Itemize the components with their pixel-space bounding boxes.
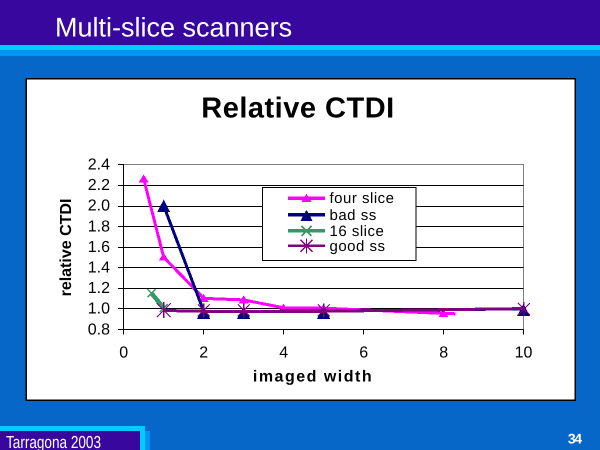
svg-text:0: 0 — [119, 345, 128, 362]
svg-text:10: 10 — [515, 345, 533, 362]
svg-text:2.4: 2.4 — [88, 157, 110, 174]
svg-text:16 slice: 16 slice — [330, 223, 385, 240]
svg-text:bad ss: bad ss — [330, 207, 377, 224]
svg-text:1.6: 1.6 — [88, 239, 110, 256]
svg-text:Multi-slice scanners: Multi-slice scanners — [55, 13, 292, 43]
svg-text:6: 6 — [359, 345, 368, 362]
svg-text:34: 34 — [568, 431, 582, 447]
svg-text:2.2: 2.2 — [88, 177, 110, 194]
svg-text:1.0: 1.0 — [88, 301, 110, 318]
svg-text:4: 4 — [279, 345, 288, 362]
svg-text:2.0: 2.0 — [88, 198, 110, 215]
svg-text:1.2: 1.2 — [88, 280, 110, 297]
svg-text:0.8: 0.8 — [88, 321, 110, 338]
svg-text:1.4: 1.4 — [88, 260, 110, 277]
svg-text:8: 8 — [439, 345, 448, 362]
svg-text:Relative CTDI: Relative CTDI — [201, 93, 394, 125]
svg-text:good ss: good ss — [330, 238, 386, 255]
svg-text:Tarragona 2003: Tarragona 2003 — [6, 432, 101, 450]
svg-text:1.8: 1.8 — [88, 218, 110, 235]
svg-text:imaged width: imaged width — [253, 369, 373, 386]
svg-text:relative CTDI: relative CTDI — [58, 199, 75, 297]
svg-text:four slice: four slice — [330, 190, 395, 207]
svg-text:2: 2 — [199, 345, 208, 362]
